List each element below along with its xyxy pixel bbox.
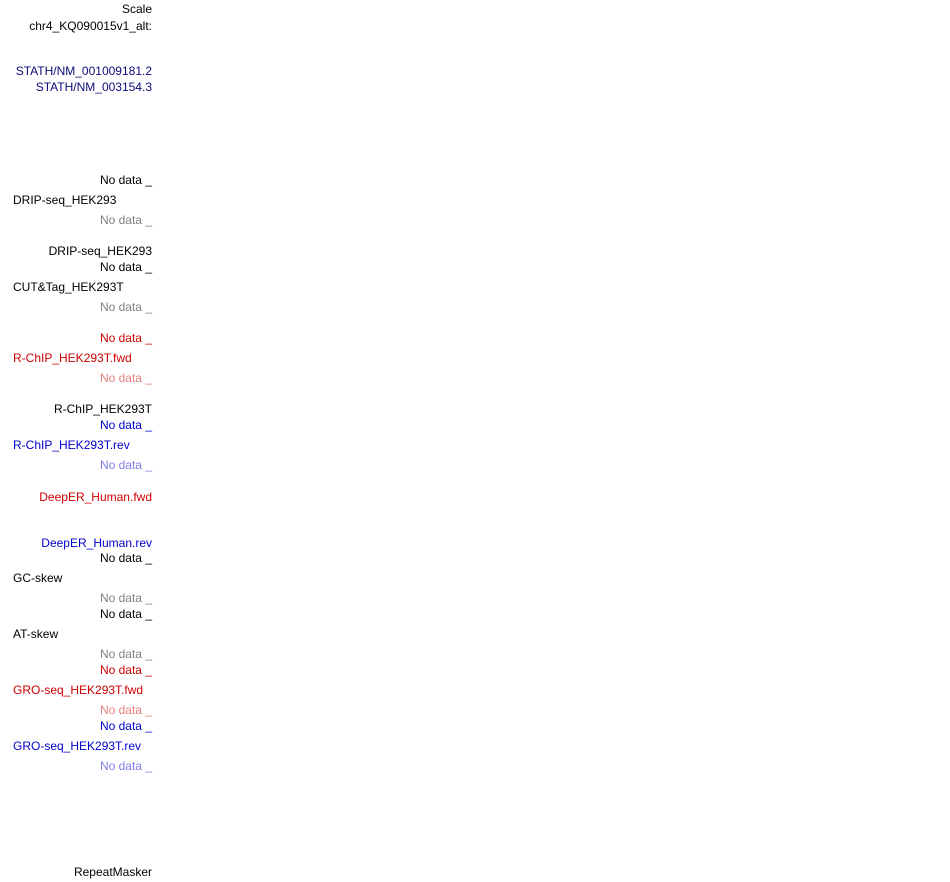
track-label[interactable]: R-ChIP_HEK293T.fwd: [13, 351, 132, 365]
track-label[interactable]: GC-skew: [13, 571, 63, 585]
track-label[interactable]: CUT&Tag_HEK293T: [13, 280, 124, 294]
track-label[interactable]: GRO-seq_HEK293T.rev: [13, 739, 141, 753]
track-label[interactable]: No data _: [100, 213, 152, 227]
track-label[interactable]: DeepER_Human.fwd: [39, 490, 152, 504]
track-label[interactable]: No data _: [100, 418, 152, 432]
track-label[interactable]: STATH/NM_001009181.2: [16, 64, 153, 78]
track-label[interactable]: AT-skew: [13, 627, 58, 641]
track-label[interactable]: No data _: [100, 607, 152, 621]
track-label[interactable]: No data _: [100, 647, 152, 661]
track-label[interactable]: No data _: [100, 551, 152, 565]
track-label[interactable]: No data _: [100, 759, 152, 773]
track-label[interactable]: No data _: [100, 300, 152, 314]
track-label[interactable]: No data _: [100, 331, 152, 345]
track-label[interactable]: DRIP-seq_HEK293: [49, 244, 153, 258]
track-label[interactable]: No data _: [100, 173, 152, 187]
track-label[interactable]: R-ChIP_HEK293T: [54, 402, 153, 416]
track-label[interactable]: No data _: [100, 719, 152, 733]
track-label[interactable]: No data _: [100, 458, 152, 472]
track-label[interactable]: GRO-seq_HEK293T.fwd: [13, 683, 143, 697]
labels: Scale chr4_KQ090015v1_alt: STATH/NM_001009…: [13, 2, 153, 879]
track-label[interactable]: chr4_KQ090015v1_alt:: [29, 19, 152, 33]
track-label[interactable]: R-ChIP_HEK293T.rev: [13, 438, 130, 452]
track-label[interactable]: STATH/NM_003154.3: [36, 80, 153, 94]
track-label[interactable]: DeepER_Human.rev: [41, 536, 152, 550]
track-label[interactable]: No data _: [100, 703, 152, 717]
track-label[interactable]: Scale: [122, 2, 152, 16]
track-label[interactable]: DRIP-seq_HEK293: [13, 193, 117, 207]
track-label[interactable]: No data _: [100, 663, 152, 677]
track-label[interactable]: No data _: [100, 591, 152, 605]
track-label[interactable]: No data _: [100, 260, 152, 274]
track-label[interactable]: RepeatMasker: [74, 865, 152, 879]
track-label[interactable]: No data _: [100, 371, 152, 385]
